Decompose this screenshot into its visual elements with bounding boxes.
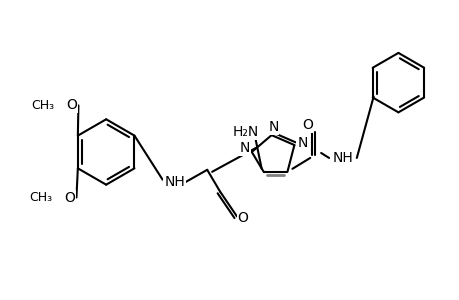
Text: CH₃: CH₃ — [29, 191, 52, 204]
Text: N: N — [268, 120, 278, 134]
Text: O: O — [237, 212, 248, 225]
Text: N: N — [239, 141, 250, 155]
Text: O: O — [301, 118, 312, 132]
Text: N: N — [297, 136, 307, 150]
Text: NH: NH — [332, 151, 353, 165]
Text: methoxy: methoxy — [45, 104, 52, 105]
Text: CH₃: CH₃ — [32, 99, 55, 112]
Text: H₂N: H₂N — [232, 125, 258, 139]
Text: O: O — [66, 98, 77, 112]
Text: NH: NH — [164, 175, 185, 189]
Text: O: O — [64, 190, 75, 205]
